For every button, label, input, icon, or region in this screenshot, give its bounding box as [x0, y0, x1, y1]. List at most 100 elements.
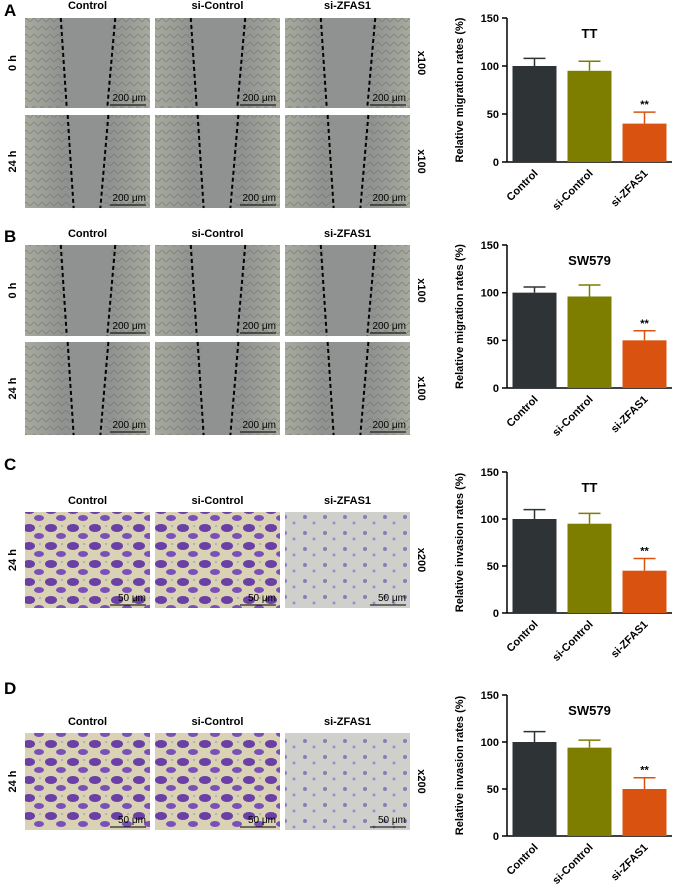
row-label: 24 h: [7, 549, 19, 571]
column-header: Control: [68, 0, 107, 12]
x-tick-label: si-Control: [550, 842, 595, 887]
row-label: 24 h: [7, 770, 19, 792]
y-tick-label: 150: [481, 13, 499, 25]
scale-bar-label: 50 μm: [378, 593, 406, 604]
magnification: x100: [415, 278, 427, 302]
cell-layer: [155, 115, 201, 208]
cell-layer: [285, 245, 324, 336]
y-tick-label: 100: [481, 288, 499, 300]
wound-edge: [196, 114, 205, 209]
row-label: 0 h: [7, 282, 19, 298]
x-tick-label: si-ZFAS1: [609, 619, 651, 661]
cell-layer: [111, 245, 150, 336]
y-tick-label: 150: [481, 690, 499, 702]
scale-bar-label: 200 μm: [372, 321, 406, 332]
y-axis-label: Relative migration rates (%): [454, 244, 466, 389]
x-tick-label: si-Control: [550, 394, 595, 439]
bar: [622, 123, 667, 162]
wound-edge: [359, 341, 370, 436]
panel-label: B: [4, 227, 16, 246]
column-header: si-Control: [192, 228, 244, 240]
y-axis-label: Relative migration rates (%): [454, 17, 466, 162]
magnification: x100: [415, 376, 427, 400]
bar: [622, 570, 667, 613]
x-tick-label: Control: [504, 842, 540, 878]
cell-layer: [25, 115, 71, 208]
scale-bar-label: 200 μm: [112, 321, 146, 332]
scale-bar-label: 200 μm: [372, 193, 406, 204]
x-tick-label: Control: [504, 168, 540, 204]
y-tick-label: 100: [481, 61, 499, 73]
wound-edge: [66, 341, 75, 436]
scale-bar-label: 50 μm: [118, 815, 146, 826]
micrograph: [25, 512, 150, 608]
wound-edge: [326, 341, 335, 436]
cell-layer: [155, 245, 194, 336]
cell-layer: [104, 342, 150, 435]
y-tick-label: 0: [493, 157, 499, 169]
cell-layer: [155, 18, 194, 108]
micrograph: [285, 733, 410, 830]
y-tick-label: 0: [493, 831, 499, 843]
wound-edge: [59, 244, 68, 337]
scale-bar-label: 50 μm: [248, 593, 276, 604]
cell-layer: [285, 115, 331, 208]
y-tick-label: 100: [481, 514, 499, 526]
bar: [567, 747, 612, 836]
bar: [622, 789, 667, 836]
y-tick-label: 50: [487, 784, 499, 796]
row-label: 24 h: [7, 150, 19, 172]
row-label: 0 h: [7, 55, 19, 71]
bar: [567, 523, 612, 613]
magnification: x200: [415, 769, 427, 793]
column-header: Control: [68, 716, 107, 728]
wound-edge: [59, 17, 68, 109]
significance: **: [640, 99, 649, 111]
column-header: si-ZFAS1: [324, 0, 371, 12]
panel-label: D: [4, 679, 16, 698]
bar: [622, 340, 667, 388]
magnification: x100: [415, 149, 427, 173]
y-axis-label: Relative invasion rates (%): [454, 695, 466, 835]
y-tick-label: 0: [493, 608, 499, 620]
wound-edge: [229, 114, 240, 209]
x-tick-label: si-ZFAS1: [609, 394, 651, 436]
cell-layer: [155, 342, 201, 435]
cell-layer: [25, 245, 64, 336]
bar: [567, 296, 612, 388]
cell-layer: [241, 245, 280, 336]
scale-bar-label: 50 μm: [118, 593, 146, 604]
micrograph: [155, 512, 280, 608]
y-tick-label: 50: [487, 109, 499, 121]
chart-title: TT: [582, 26, 598, 41]
wound-edge: [326, 114, 335, 209]
column-header: si-Control: [192, 495, 244, 507]
column-header: si-ZFAS1: [324, 495, 371, 507]
y-tick-label: 150: [481, 467, 499, 479]
significance: **: [640, 545, 649, 557]
magnification: x200: [415, 548, 427, 572]
column-header: Control: [68, 495, 107, 507]
bar: [512, 742, 557, 836]
micrograph: [155, 733, 280, 830]
scale-bar-label: 50 μm: [378, 815, 406, 826]
cell-layer: [111, 18, 150, 108]
wound-edge: [319, 17, 328, 109]
x-tick-label: si-Control: [550, 168, 595, 213]
micrograph: [25, 733, 150, 830]
scale-bar-label: 50 μm: [248, 815, 276, 826]
y-tick-label: 0: [493, 383, 499, 395]
scale-bar-label: 200 μm: [112, 93, 146, 104]
wound-edge: [366, 17, 377, 109]
cell-layer: [364, 115, 410, 208]
wound-edge: [196, 341, 205, 436]
row-label: 24 h: [7, 377, 19, 399]
wound-edge: [366, 244, 377, 337]
cell-layer: [285, 342, 331, 435]
y-tick-label: 100: [481, 737, 499, 749]
y-axis-label: Relative invasion rates (%): [454, 472, 466, 612]
cell-layer: [371, 18, 410, 108]
y-tick-label: 50: [487, 335, 499, 347]
magnification: x100: [415, 51, 427, 75]
